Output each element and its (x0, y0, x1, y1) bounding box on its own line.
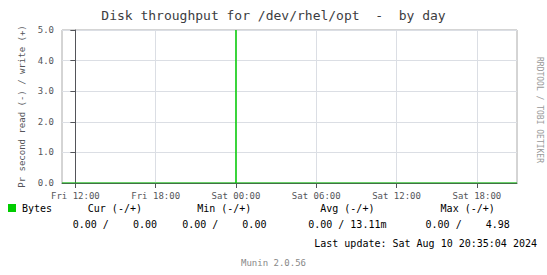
svg-text:Sat 06:00: Sat 06:00 (292, 191, 341, 201)
svg-text:Bytes: Bytes (22, 203, 52, 214)
svg-text:Fri 18:00: Fri 18:00 (131, 191, 180, 201)
svg-text:Sat 18:00: Sat 18:00 (452, 191, 501, 201)
svg-text:Sat 00:00: Sat 00:00 (212, 191, 261, 201)
svg-text:3.0: 3.0 (38, 86, 54, 96)
svg-text:Disk throughput for /dev/rhel/: Disk throughput for /dev/rhel/opt - by d… (101, 8, 446, 23)
svg-text:1.0: 1.0 (38, 147, 54, 157)
svg-text:0.00 / 0.00: 0.00 / 0.00 (182, 219, 266, 230)
svg-text:5.0: 5.0 (38, 25, 54, 35)
svg-text:Avg (-/+): Avg (-/+) (320, 203, 374, 214)
svg-text:0.00 / 0.00: 0.00 / 0.00 (73, 219, 157, 230)
svg-text:0.00 / 13.11m: 0.00 / 13.11m (308, 219, 386, 230)
svg-text:Max (-/+): Max (-/+) (441, 203, 495, 214)
svg-text:0.00 / 4.98: 0.00 / 4.98 (426, 219, 510, 230)
svg-text:RRDTOOL / TOBI OETIKER: RRDTOOL / TOBI OETIKER (535, 57, 544, 163)
svg-text:4.0: 4.0 (38, 56, 54, 66)
svg-text:Cur (-/+): Cur (-/+) (88, 203, 142, 214)
svg-text:Pr second read (-) / write (+): Pr second read (-) / write (+) (17, 25, 27, 188)
svg-text:Min (-/+): Min (-/+) (197, 203, 251, 214)
svg-text:Sat 12:00: Sat 12:00 (372, 191, 421, 201)
svg-text:Munin 2.0.56: Munin 2.0.56 (241, 258, 306, 268)
svg-text:Fri 12:00: Fri 12:00 (51, 191, 100, 201)
svg-text:Last update: Sat Aug 10 20:35:: Last update: Sat Aug 10 20:35:04 2024 (314, 238, 537, 249)
svg-text:0.0: 0.0 (38, 178, 54, 188)
svg-text:2.0: 2.0 (38, 117, 54, 127)
